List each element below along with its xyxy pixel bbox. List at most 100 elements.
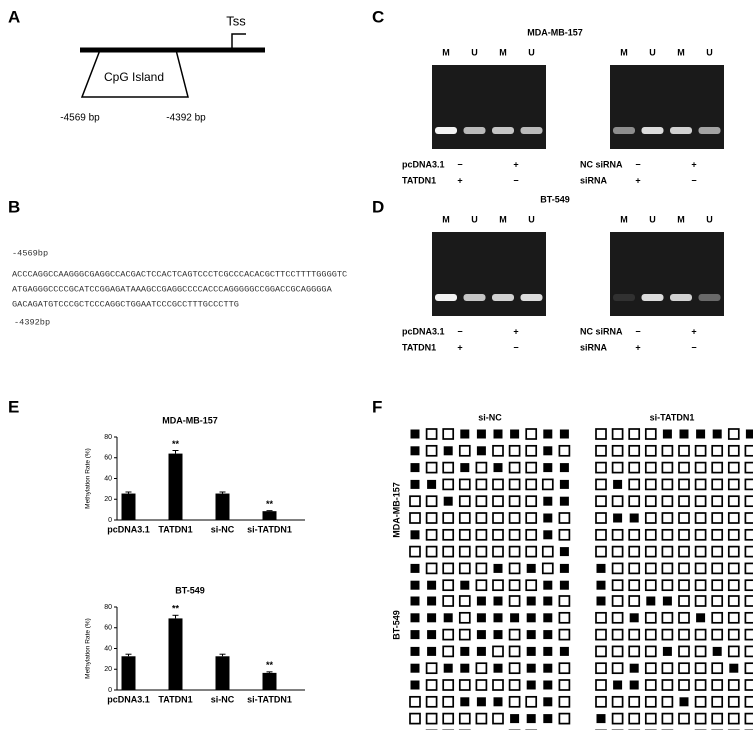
methylated-site	[543, 580, 553, 590]
y-tick-label: 40	[104, 645, 112, 652]
unmethylated-site	[711, 611, 724, 624]
methylated-site	[543, 697, 553, 707]
panel-label: F	[372, 397, 382, 416]
unmethylated-site	[508, 595, 521, 607]
seq-end: -4392bp	[14, 317, 50, 327]
lane-label: U	[649, 214, 656, 224]
unmethylated-site	[458, 712, 471, 725]
methylated-site	[559, 496, 569, 506]
unmethylated-site	[711, 512, 724, 524]
unmethylated-site	[661, 662, 674, 675]
unmethylated-site	[492, 495, 504, 508]
gel-band	[520, 294, 543, 301]
unmethylated-site	[558, 444, 571, 457]
unmethylated-site	[694, 444, 707, 457]
unmethylated-site	[492, 679, 504, 691]
methylated-site	[427, 479, 437, 489]
row-sign: +	[457, 175, 462, 185]
bar	[262, 672, 277, 690]
unmethylated-site	[744, 695, 753, 708]
methylated-site	[696, 429, 706, 439]
y-axis-label: Methylation Rate (%)	[85, 618, 92, 679]
unmethylated-site	[595, 512, 607, 524]
methylated-site	[443, 446, 453, 456]
unmethylated-site	[678, 545, 690, 558]
lane-label: M	[442, 214, 450, 224]
methylated-site	[410, 446, 420, 456]
lane-label: M	[620, 47, 628, 57]
unmethylated-site	[628, 645, 641, 658]
unmethylated-site	[595, 444, 607, 457]
x-tick-label: pcDNA3.1	[107, 694, 150, 704]
unmethylated-site	[744, 562, 753, 575]
unmethylated-site	[678, 528, 690, 541]
gel-band	[435, 127, 457, 134]
methylated-site	[596, 580, 606, 590]
unmethylated-site	[644, 478, 657, 491]
unmethylated-site	[628, 712, 641, 725]
methylated-site	[745, 429, 753, 439]
methylated-site	[510, 429, 520, 439]
row-sign: −	[691, 342, 696, 352]
methylated-site	[613, 513, 623, 523]
unmethylated-site	[508, 645, 521, 658]
unmethylated-site	[727, 628, 740, 641]
x-tick-label: si-NC	[211, 524, 235, 534]
methylated-site	[476, 697, 486, 707]
unmethylated-site	[678, 662, 690, 675]
row-sign: +	[513, 326, 518, 336]
row-sign: +	[691, 159, 696, 169]
unmethylated-site	[727, 461, 740, 474]
methylated-site	[543, 663, 553, 673]
unmethylated-site	[678, 562, 690, 575]
methylated-site	[662, 646, 672, 656]
y-tick-label: 60	[104, 455, 112, 462]
panel-title: MDA-MB-157	[527, 27, 583, 37]
unmethylated-site	[628, 695, 641, 708]
unmethylated-site	[442, 512, 455, 524]
methylated-site	[510, 714, 520, 724]
methylated-site	[543, 496, 553, 506]
gel-band	[492, 127, 514, 134]
unmethylated-site	[611, 611, 624, 624]
unmethylated-site	[611, 461, 624, 474]
unmethylated-site	[475, 712, 488, 725]
unmethylated-site	[595, 495, 607, 508]
unmethylated-site	[661, 478, 674, 491]
unmethylated-site	[727, 611, 740, 624]
unmethylated-site	[678, 645, 690, 658]
methylated-site	[526, 613, 536, 623]
methylated-site	[410, 613, 420, 623]
methylated-site	[526, 714, 536, 724]
unmethylated-site	[727, 579, 740, 592]
unmethylated-site	[492, 712, 504, 725]
methylated-site	[460, 697, 470, 707]
unmethylated-site	[644, 662, 657, 675]
unmethylated-site	[711, 695, 724, 708]
start-label: -4569 bp	[60, 113, 100, 124]
methylated-site	[596, 563, 606, 573]
panel-label: B	[8, 197, 20, 216]
methylated-site	[410, 563, 420, 573]
row-sign: −	[635, 326, 640, 336]
unmethylated-site	[711, 444, 724, 457]
methylated-site	[493, 429, 503, 439]
unmethylated-site	[711, 662, 724, 675]
bar	[168, 453, 183, 520]
unmethylated-site	[458, 611, 471, 624]
unmethylated-site	[644, 545, 657, 558]
row-label: TATDN1	[402, 175, 436, 185]
row-sign: −	[457, 159, 462, 169]
methylated-site	[410, 646, 420, 656]
unmethylated-site	[409, 695, 421, 708]
gel-band	[613, 294, 635, 301]
methylated-site	[543, 446, 553, 456]
methylated-site	[543, 613, 553, 623]
unmethylated-site	[678, 712, 690, 725]
end-label: -4392 bp	[166, 113, 206, 124]
unmethylated-site	[425, 528, 438, 541]
unmethylated-site	[694, 461, 707, 474]
unmethylated-site	[525, 528, 538, 541]
bar	[215, 656, 230, 690]
unmethylated-site	[694, 495, 707, 508]
